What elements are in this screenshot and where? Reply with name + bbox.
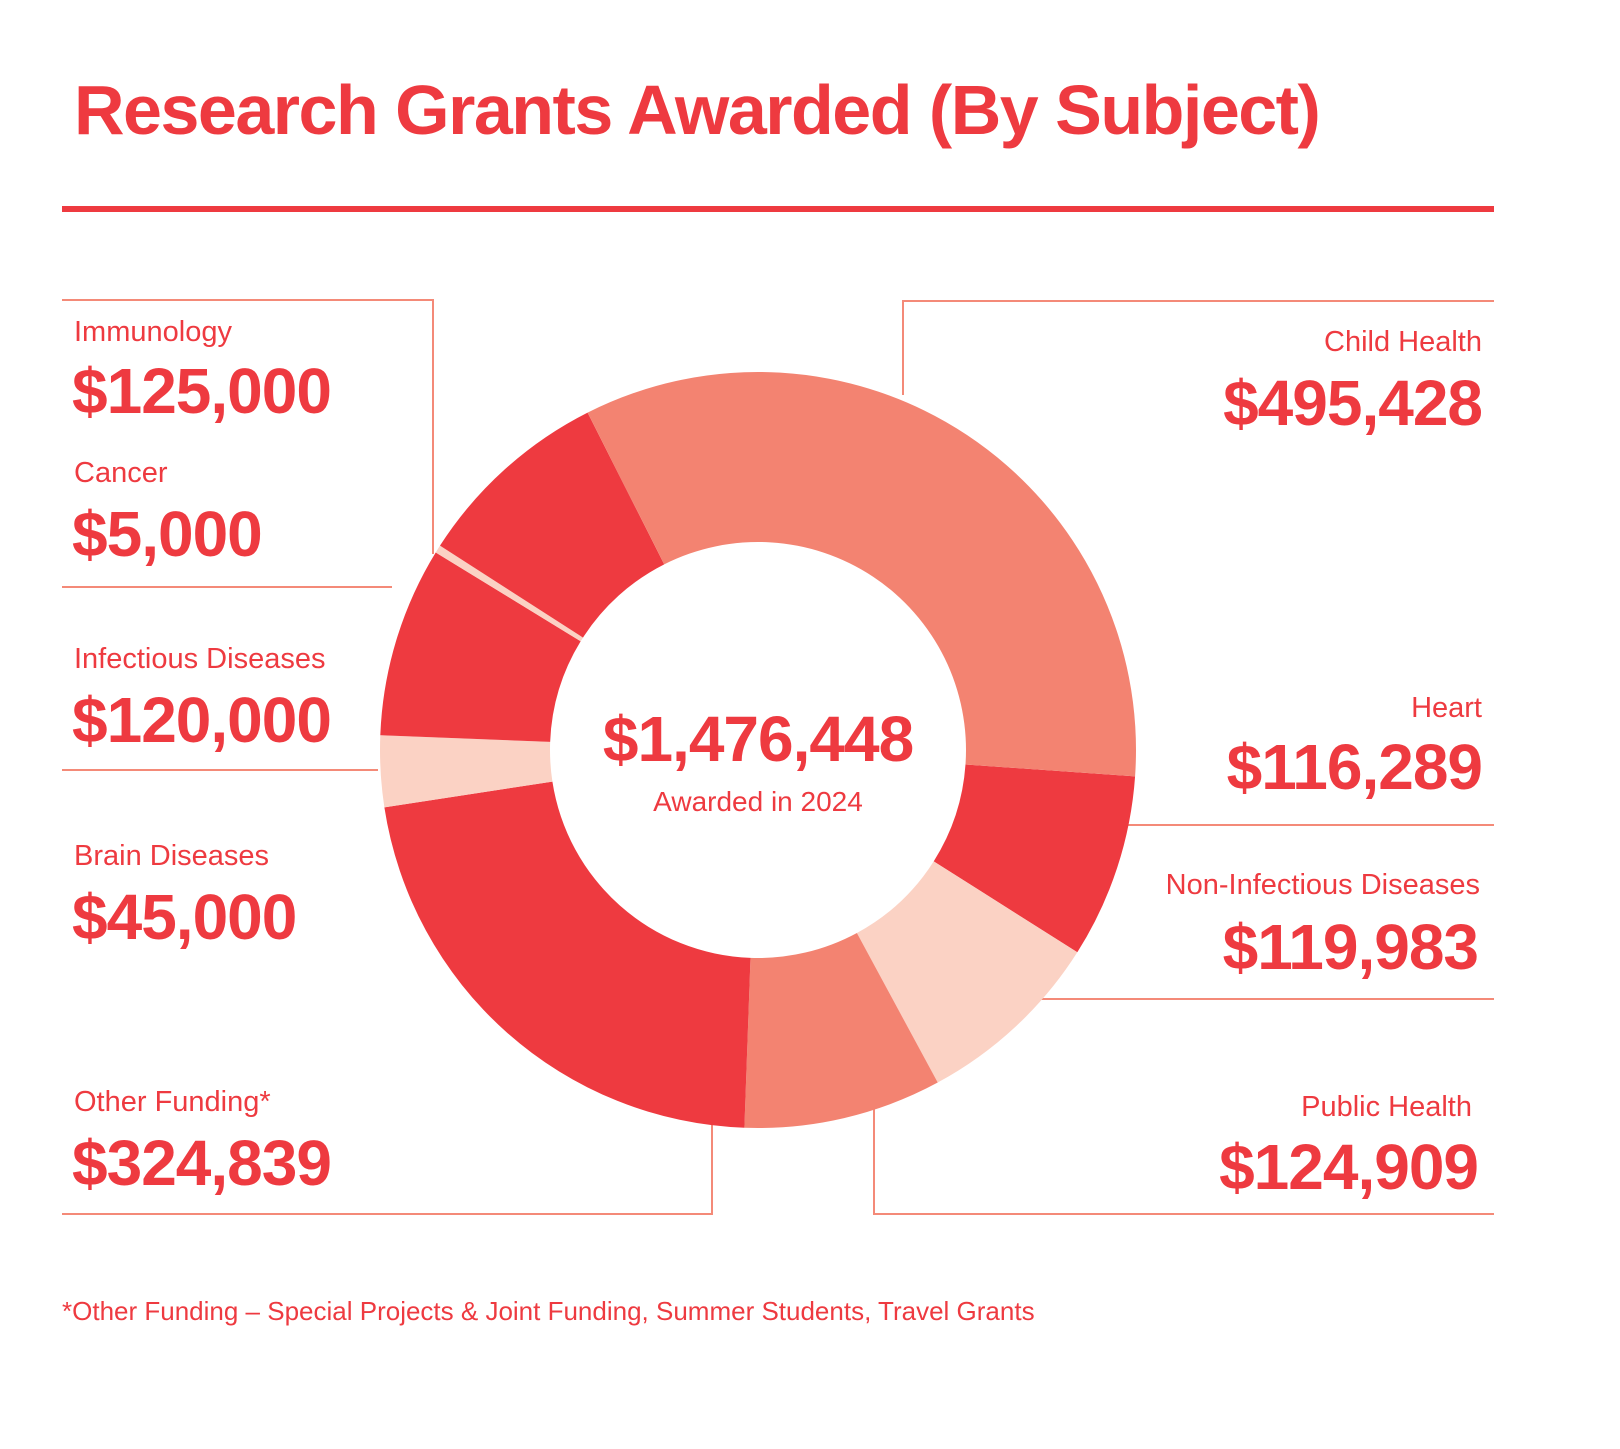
frame-line <box>62 1213 712 1215</box>
frame-line <box>902 300 904 395</box>
slice-label: Immunology <box>74 316 232 348</box>
donut-slice-other-funding <box>384 781 751 1128</box>
slice-value: $495,428 <box>1223 367 1483 439</box>
footnote: *Other Funding – Special Projects & Join… <box>62 1296 1035 1326</box>
donut-slice-non-infectious-diseases <box>856 861 1078 1083</box>
slice-label: Child Health <box>1324 326 1482 358</box>
slice-value: $120,000 <box>72 684 332 756</box>
frame-line <box>62 299 434 301</box>
center-total: $1,476,448 <box>602 703 914 775</box>
slice-label: Other Funding* <box>74 1086 271 1118</box>
frame-line <box>711 1124 713 1215</box>
slice-label: Heart <box>1411 692 1482 724</box>
slice-label: Cancer <box>74 457 168 489</box>
donut-slice-child-health <box>587 372 1136 777</box>
title-rule <box>62 206 1494 212</box>
frame-line <box>873 1100 875 1215</box>
center-subtitle: Awarded in 2024 <box>653 786 863 817</box>
frame-line <box>1040 998 1494 1000</box>
donut-slice-public-health <box>744 932 938 1128</box>
slice-label: Public Health <box>1301 1091 1472 1123</box>
chart-title: Research Grants Awarded (By Subject) <box>74 71 1321 149</box>
donut-slice-infectious-diseases <box>380 552 581 742</box>
slice-value: $45,000 <box>72 881 297 953</box>
frame-line <box>62 769 378 771</box>
frame-line <box>432 299 434 554</box>
donut-slice-immunology <box>439 412 665 638</box>
donut-slice-heart <box>933 764 1136 953</box>
frame-line <box>62 586 392 588</box>
slice-value: $124,909 <box>1219 1131 1479 1203</box>
frame-line <box>903 300 1494 302</box>
slice-label: Non-Infectious Diseases <box>1165 869 1480 901</box>
slice-label: Brain Diseases <box>74 840 270 872</box>
donut-slice-brain-diseases <box>380 735 553 808</box>
slice-value: $119,983 <box>1222 911 1479 983</box>
slice-label: Infectious Diseases <box>74 643 326 675</box>
slice-value: $116,289 <box>1226 731 1483 803</box>
frame-line <box>874 1213 1494 1215</box>
slice-value: $125,000 <box>72 355 332 427</box>
slice-value: $5,000 <box>72 498 263 570</box>
slice-value: $324,839 <box>72 1127 332 1199</box>
donut-slice-cancer <box>435 545 584 642</box>
frame-line <box>1128 824 1494 826</box>
